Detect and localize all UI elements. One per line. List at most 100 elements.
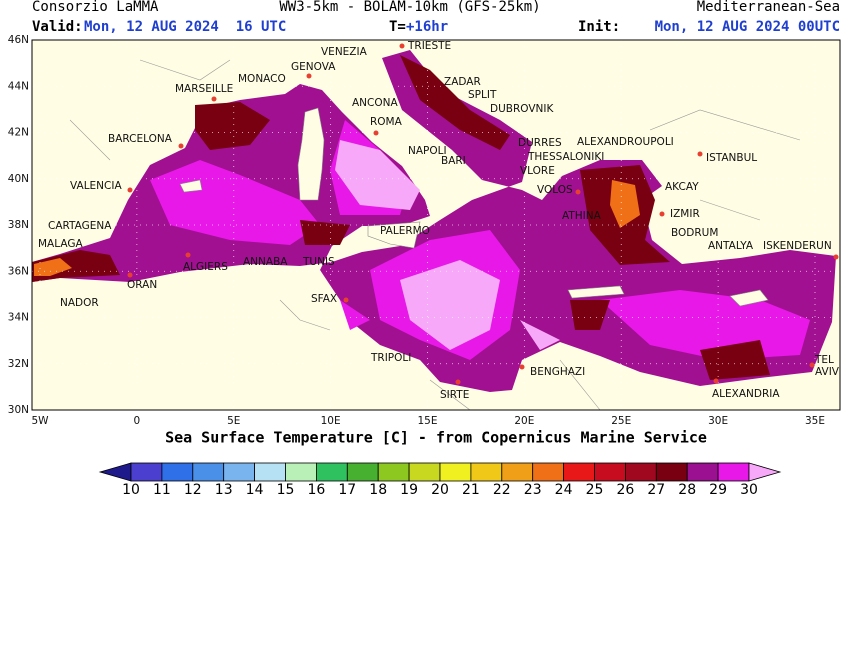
- city-label: NAPOLI: [408, 145, 447, 157]
- colorbar-label: 28: [678, 482, 696, 498]
- colorbar-box: [377, 462, 410, 482]
- city-label: THESSALONIKI: [527, 151, 604, 163]
- colorbar-box: [655, 462, 688, 482]
- sea-warm: [150, 120, 810, 360]
- colorbar-box: [315, 462, 348, 482]
- caption: Sea Surface Temperature [C] - from Coper…: [165, 429, 707, 447]
- colorbar-label: 11: [153, 482, 171, 498]
- colorbar-high-end: [748, 462, 782, 482]
- colorbar-box: [408, 462, 441, 482]
- city-label: BODRUM: [671, 227, 718, 239]
- city-label: TRIESTE: [407, 40, 451, 52]
- city-dot: [306, 73, 312, 79]
- city-label: VOLOS: [537, 184, 573, 196]
- valid-value: Mon, 12 AUG 2024 16 UTC: [84, 19, 286, 35]
- sea-cool: [32, 55, 770, 380]
- colorbar-box: [501, 462, 534, 482]
- city-dot: [809, 362, 815, 368]
- colorbar-box: [223, 462, 255, 482]
- colorbar-box: [563, 462, 595, 482]
- lat-label: 38N: [8, 219, 29, 231]
- colorbar-label: 21: [462, 482, 480, 498]
- lon-label: 20E: [514, 415, 534, 427]
- colorbar-box: [130, 462, 163, 482]
- city-label: ALGIERS: [183, 261, 228, 273]
- island-sicily: [367, 221, 421, 249]
- island-cyprus: [729, 289, 769, 307]
- city-label: IZMIR: [670, 208, 700, 220]
- city-label: ALEXANDRIA: [712, 388, 780, 400]
- colorbar-label: 17: [338, 482, 356, 498]
- colorbar-label: 14: [246, 482, 264, 498]
- city-label: ANNABA: [243, 256, 288, 268]
- init-value: Mon, 12 AUG 2024 00UTC: [655, 19, 840, 35]
- city-dot: [519, 364, 525, 370]
- city-dot: [455, 379, 461, 385]
- colorbar-label: 30: [740, 482, 758, 498]
- city-label: CARTAGENA: [48, 220, 112, 232]
- colorbar: 10 11 12 13 14 15 16 17 18 19 20 21 22 23 24 25 26 27 28 29…: [98, 462, 782, 498]
- lon-label: 25E: [611, 415, 631, 427]
- city-dot: [185, 252, 191, 258]
- colorbar-label: 10: [122, 482, 140, 498]
- colorbar-label: 26: [616, 482, 634, 498]
- header-right: Mediterranean-Sea: [697, 0, 840, 15]
- lon-label: 5W: [31, 415, 49, 427]
- lat-label: 44N: [8, 80, 29, 92]
- city-label: GENOVA: [291, 61, 336, 73]
- lon-label: 5E: [227, 415, 240, 427]
- colorbar-box: [346, 462, 379, 482]
- colorbar-label: 22: [493, 482, 511, 498]
- sea-hot: [335, 140, 560, 350]
- city-dot: [127, 187, 133, 193]
- colorbar-label: 27: [647, 482, 665, 498]
- colorbar-label: 29: [709, 482, 727, 498]
- colorbar-box: [594, 462, 626, 482]
- colorbar-box: [285, 462, 317, 482]
- lon-label: 0: [134, 415, 141, 427]
- colorbar-label: 19: [400, 482, 418, 498]
- city-dot: [833, 254, 839, 260]
- city-label: PALERMO: [380, 225, 430, 237]
- city-label: VENEZIA: [321, 46, 368, 58]
- city-label: ANCONA: [352, 97, 398, 109]
- colorbar-label: 23: [524, 482, 542, 498]
- colorbar-box: [254, 462, 286, 482]
- city-dot: [659, 211, 665, 217]
- city-label: BARI: [441, 155, 466, 167]
- city-label: ANTALYA: [708, 240, 754, 252]
- colorbar-label: 18: [369, 482, 387, 498]
- header: Consorzio LaMMA WW3-5km - BOLAM-10km (GF…: [32, 0, 840, 35]
- city-label: ISKENDERUN: [763, 240, 832, 252]
- lon-label: 30E: [708, 415, 728, 427]
- city-label: SFAX: [311, 293, 337, 305]
- city-label: TUNIS: [302, 256, 335, 268]
- colorbar-label: 15: [277, 482, 295, 498]
- lat-label: 32N: [8, 358, 29, 370]
- init-label: Init:: [578, 19, 620, 35]
- city-label: MARSEILLE: [175, 83, 233, 95]
- city-label: BENGHAZI: [530, 366, 585, 378]
- borders: [69, 59, 801, 411]
- city-label: MONACO: [238, 73, 286, 85]
- colorbar-label: 12: [184, 482, 202, 498]
- colorbar-label: 13: [215, 482, 233, 498]
- lat-label: 46N: [8, 34, 29, 46]
- colorbar-label: 16: [307, 482, 325, 498]
- t-label: T=: [389, 19, 406, 35]
- city-label: TRIPOLI: [370, 352, 411, 364]
- city-label: SPLIT: [468, 89, 497, 101]
- city-label: ALEXANDROUPOLI: [577, 136, 674, 148]
- map-frame: [31, 39, 841, 411]
- city-dot: [575, 189, 581, 195]
- colorbar-box: [439, 462, 472, 482]
- city-dot: [713, 378, 719, 384]
- city-label: ATHINA: [562, 210, 602, 222]
- city-label: TEL: [814, 354, 834, 366]
- colorbar-box: [161, 462, 194, 482]
- city-label: ZADAR: [444, 76, 481, 88]
- colorbar-box: [625, 462, 657, 482]
- lat-label: 36N: [8, 265, 29, 277]
- header-center: WW3-5km - BOLAM-10km (GFS-25km): [279, 0, 540, 15]
